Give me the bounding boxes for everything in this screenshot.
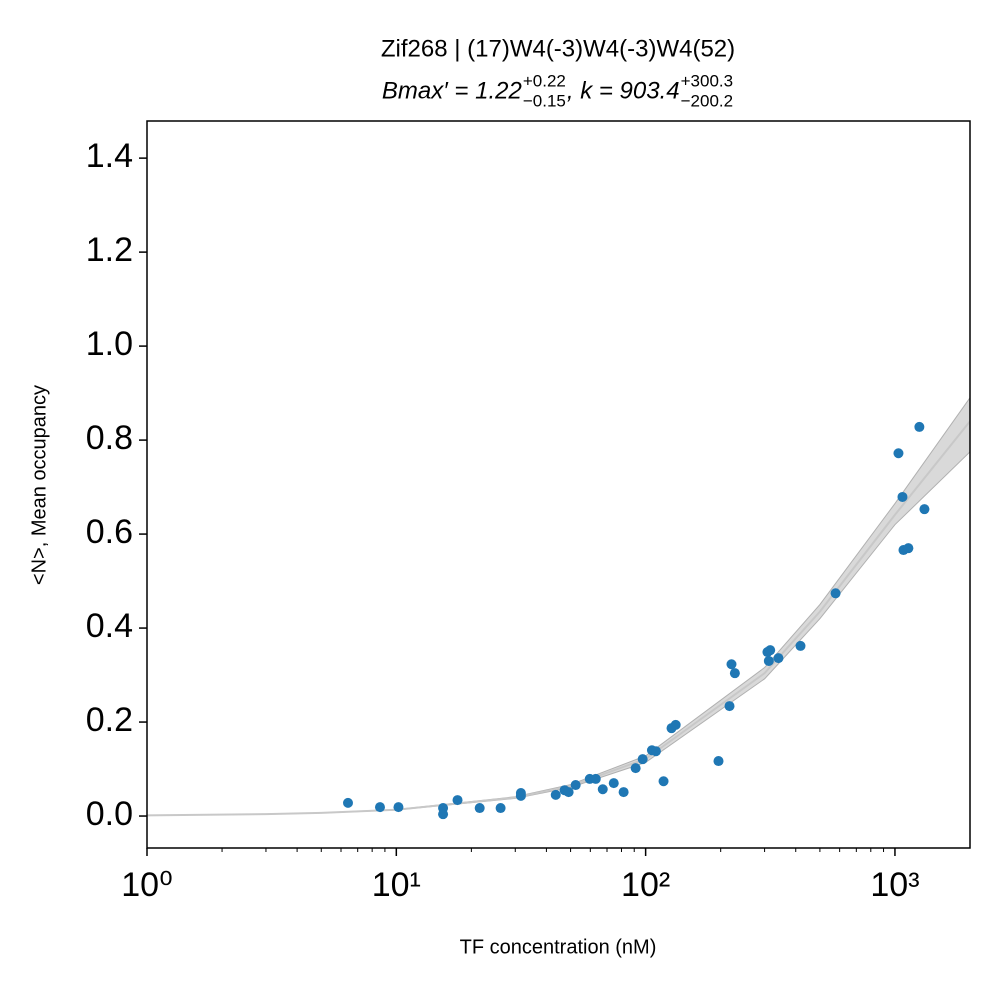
data-point: [630, 763, 641, 774]
data-point: [570, 780, 581, 791]
data-point: [726, 659, 737, 670]
data-point: [452, 795, 463, 806]
subtitle-sub: −200.2: [681, 91, 733, 110]
data-point: [893, 448, 904, 459]
data-point: [724, 701, 735, 712]
data-point: [618, 787, 629, 798]
y-tick-label: 0.2: [86, 701, 133, 739]
chart-subtitle: Bmax′ = 1.22 +0.22−0.15, k = 903.4 +300.3−…: [382, 71, 733, 110]
fit-line: [147, 420, 970, 817]
data-point: [474, 803, 485, 814]
data-point: [342, 797, 353, 808]
data-point: [563, 787, 574, 798]
data-point: [830, 588, 841, 599]
data-point: [914, 421, 925, 432]
subtitle-sub: −0.15: [523, 91, 566, 110]
data-point: [795, 640, 806, 651]
data-point: [919, 504, 930, 515]
plot-frame: [146, 120, 971, 849]
y-tick-label: 1.2: [86, 231, 133, 269]
y-tick-label: 1.0: [86, 325, 133, 363]
x-tick-label: 10²: [621, 866, 670, 904]
data-point: [670, 719, 681, 730]
data-point: [713, 756, 724, 767]
data-point: [374, 802, 385, 813]
data-point: [597, 784, 608, 795]
data-point: [763, 655, 774, 666]
data-point: [438, 809, 449, 820]
subtitle-sup: +0.22: [523, 71, 566, 90]
data-point: [658, 776, 669, 787]
data-point: [897, 491, 908, 502]
data-point: [550, 789, 561, 800]
data-point: [515, 790, 526, 801]
y-tick-label: 0.8: [86, 419, 133, 457]
y-tick-label: 0.4: [86, 607, 133, 645]
data-point: [393, 802, 404, 813]
chart-title: Zif268 | (17)W4(-3)W4(-3)W4(52): [381, 35, 735, 62]
x-tick-label: 10³: [870, 866, 919, 904]
y-tick-label: 1.4: [86, 137, 133, 175]
data-point: [590, 773, 601, 784]
data-point: [608, 778, 619, 789]
y-axis-label: <N>, Mean occupancy: [28, 385, 50, 585]
data-point: [773, 653, 784, 664]
data-point: [650, 746, 661, 757]
x-tick-label: 10¹: [372, 866, 421, 904]
data-point: [729, 668, 740, 679]
data-point: [495, 803, 506, 814]
y-tick-label: 0.6: [86, 513, 133, 551]
data-point: [903, 543, 914, 554]
subtitle-sup: +300.3: [681, 71, 733, 90]
x-axis-label: TF concentration (nM): [460, 936, 657, 958]
x-tick-label: 10⁰: [121, 866, 172, 904]
y-tick-label: 0.0: [86, 795, 133, 833]
data-point: [765, 645, 776, 656]
subtitle-text: , k = 903.4: [567, 77, 680, 104]
subtitle-text: Bmax′ = 1.22: [382, 77, 522, 104]
data-point: [637, 754, 648, 765]
